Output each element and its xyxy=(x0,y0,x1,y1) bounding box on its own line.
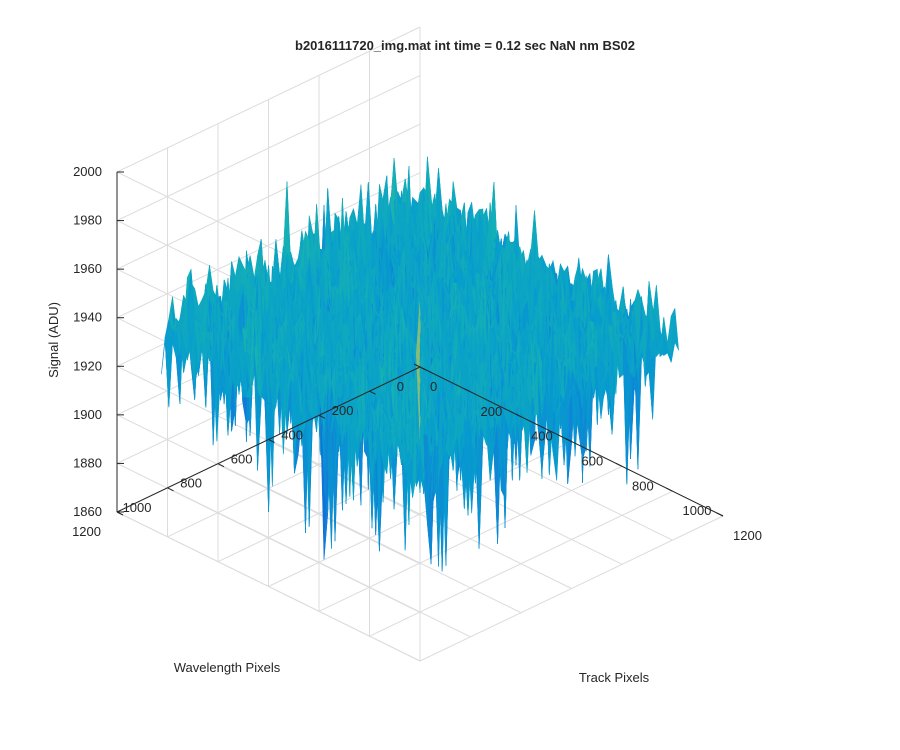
x-tick-label: 400 xyxy=(531,429,553,444)
z-tick-label: 1920 xyxy=(73,358,102,373)
z-tick-label: 1900 xyxy=(73,407,102,422)
surface-layer xyxy=(161,156,679,572)
chart-title: b2016111720_img.mat int time = 0.12 sec … xyxy=(295,38,635,53)
wall-grid-line xyxy=(116,26,421,173)
y-tick-label: 1200 xyxy=(72,524,101,539)
y-tick-label: 0 xyxy=(397,379,404,394)
z-tick-label: 1980 xyxy=(73,213,102,228)
z-tick-label: 2000 xyxy=(73,164,102,179)
z-tick-label: 1880 xyxy=(73,455,102,470)
x-tick-label: 1000 xyxy=(683,503,712,518)
y-tick-label: 600 xyxy=(231,452,253,467)
y-tick-label: 1000 xyxy=(123,500,152,515)
x-tick-label: 1200 xyxy=(733,528,762,543)
z-tick-label: 1860 xyxy=(73,504,102,519)
x-tick-label: 0 xyxy=(430,379,437,394)
wall-grid-line xyxy=(116,511,421,662)
x-tick-label: 200 xyxy=(481,404,503,419)
y-tick-label: 200 xyxy=(332,403,354,418)
x-axis-label: Track Pixels xyxy=(579,670,650,685)
y-tick-label: 400 xyxy=(281,427,303,442)
y-tick-label: 800 xyxy=(180,476,202,491)
z-tick-label: 1960 xyxy=(73,261,102,276)
z-axis-label: Signal (ADU) xyxy=(46,302,61,378)
y-axis-label: Wavelength Pixels xyxy=(174,660,281,675)
z-tick-label: 1940 xyxy=(73,310,102,325)
x-tick-label: 600 xyxy=(582,454,604,469)
x-tick-label: 800 xyxy=(632,478,654,493)
